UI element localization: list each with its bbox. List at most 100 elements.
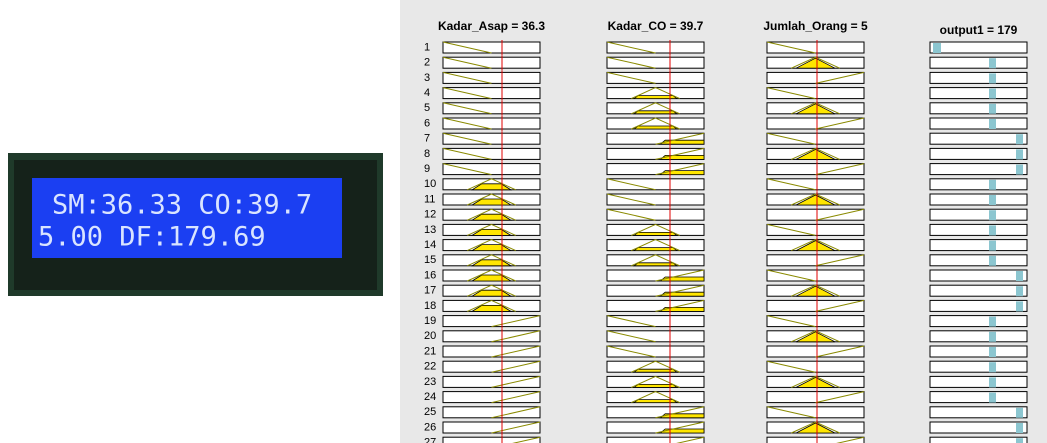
mf-curve (631, 360, 680, 373)
mf-curve (791, 193, 840, 206)
mf-curve (491, 360, 541, 373)
mf-fill (795, 148, 836, 160)
row-number: 27 (424, 437, 436, 443)
mf-curve (442, 117, 492, 130)
mf-curve (631, 223, 680, 236)
column-header: Kadar_Asap = 36.3 (438, 19, 545, 33)
lcd-line: SM:36.33 CO:39.7 (52, 190, 312, 221)
mf-curve (631, 87, 680, 100)
mf-curve (815, 345, 865, 358)
mf-fill (795, 376, 836, 388)
output-bar (989, 377, 996, 388)
mf-fill (470, 198, 513, 206)
column-header: Kadar_CO = 39.7 (608, 19, 704, 33)
mf-curve (791, 147, 840, 160)
mf-curve (766, 87, 816, 100)
mf-curve (467, 254, 516, 267)
output-bar (989, 119, 996, 129)
row-number: 1 (424, 41, 430, 53)
output-bar (1016, 423, 1023, 433)
row-number: 22 (424, 361, 436, 373)
mf-curve (766, 269, 816, 282)
mf-box (766, 254, 865, 267)
output-bar (1016, 164, 1023, 175)
mf-curve (655, 284, 705, 297)
mf-box (929, 132, 1028, 145)
mf-curve (815, 117, 865, 130)
mf-box (766, 345, 865, 358)
mf-fill (470, 289, 513, 297)
mf-box (766, 360, 865, 373)
mf-box (442, 87, 541, 100)
mf-box (442, 315, 541, 328)
mf-fill (659, 428, 705, 434)
mf-fill (795, 103, 836, 115)
mf-curve (655, 163, 705, 176)
mf-box (929, 147, 1028, 160)
row-number: 23 (424, 376, 436, 388)
mf-box (766, 163, 865, 176)
mf-curve (815, 71, 865, 84)
lcd-photo: SM:36.33 CO:39.7 5.00 DF:179.69 (8, 153, 383, 296)
column-header: output1 = 179 (940, 23, 1018, 37)
row-number: 3 (424, 72, 430, 84)
mf-curve (766, 178, 816, 191)
mf-box (442, 391, 541, 404)
mf-box (929, 102, 1028, 115)
output-bar (989, 362, 996, 373)
mf-curve (815, 254, 865, 267)
mf-box (766, 71, 865, 84)
mf-box (929, 406, 1028, 419)
mf-fill (795, 331, 836, 343)
mf-curve (631, 117, 680, 130)
mf-curve (606, 208, 656, 221)
mf-box (929, 56, 1028, 69)
mf-box (929, 269, 1028, 282)
mf-box (766, 391, 865, 404)
mf-curve (766, 132, 816, 145)
output-bar (989, 392, 996, 403)
row-number: 18 (424, 300, 436, 312)
mf-curve (467, 239, 516, 252)
mf-box (606, 71, 705, 84)
mf-curve (491, 330, 541, 343)
row-number: 7 (424, 133, 430, 145)
mf-curve (791, 239, 840, 252)
mf-box (606, 345, 705, 358)
mf-box (606, 330, 705, 343)
mf-curve (655, 269, 705, 282)
output-bar (989, 225, 996, 236)
mf-curve (766, 41, 816, 54)
mf-box (606, 41, 705, 54)
mf-box (442, 56, 541, 69)
output-bar (989, 347, 996, 357)
output-bar (989, 255, 996, 266)
output-bar (1016, 438, 1023, 443)
output-bar (1016, 149, 1023, 160)
mf-fill (470, 213, 513, 221)
mf-fill (659, 139, 705, 145)
mf-curve (815, 208, 865, 221)
mf-fill (470, 244, 513, 252)
mf-curve (442, 71, 492, 84)
output-bar (989, 240, 996, 251)
mf-box (606, 193, 705, 206)
mf-fill (795, 240, 836, 252)
mf-curve (791, 375, 840, 388)
mf-box (766, 41, 865, 54)
output-bar (989, 195, 996, 205)
mf-box (442, 147, 541, 160)
mf-box (442, 421, 541, 434)
mf-curve (467, 284, 516, 297)
output-bar (1016, 134, 1023, 145)
mf-curve (815, 299, 865, 312)
mf-curve (442, 102, 492, 115)
mf-fill (470, 183, 513, 191)
mf-curve (467, 269, 516, 282)
mf-fill (659, 413, 705, 419)
mf-box (929, 208, 1028, 221)
row-number: 24 (424, 391, 436, 403)
mf-box (442, 102, 541, 115)
mf-box (929, 71, 1028, 84)
